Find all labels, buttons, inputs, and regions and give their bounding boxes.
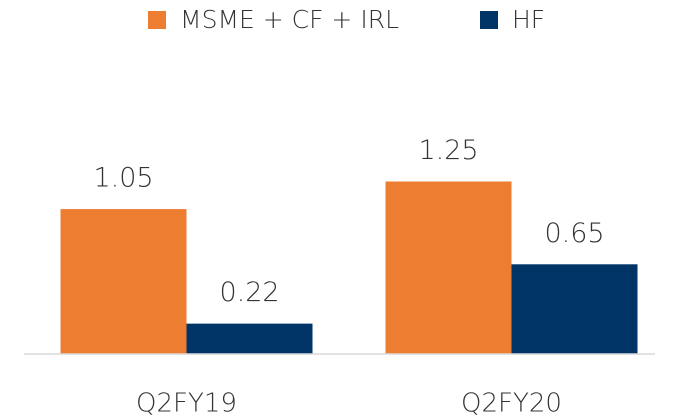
bar — [60, 209, 187, 354]
legend-swatch — [148, 11, 166, 29]
x-tick-label: Q2FY20 — [461, 389, 562, 419]
bar — [511, 264, 638, 354]
value-label: 1.05 — [93, 163, 153, 194]
legend-swatch — [480, 11, 498, 29]
x-tick-label: Q2FY19 — [136, 389, 237, 419]
legend-label: MSME + CF + IRL — [180, 5, 399, 34]
bar — [385, 181, 512, 354]
bar — [186, 323, 313, 354]
value-label: 0.65 — [544, 218, 604, 249]
legend-label: HF — [512, 5, 545, 34]
value-label: 0.22 — [219, 277, 279, 308]
value-label: 1.25 — [418, 135, 478, 166]
